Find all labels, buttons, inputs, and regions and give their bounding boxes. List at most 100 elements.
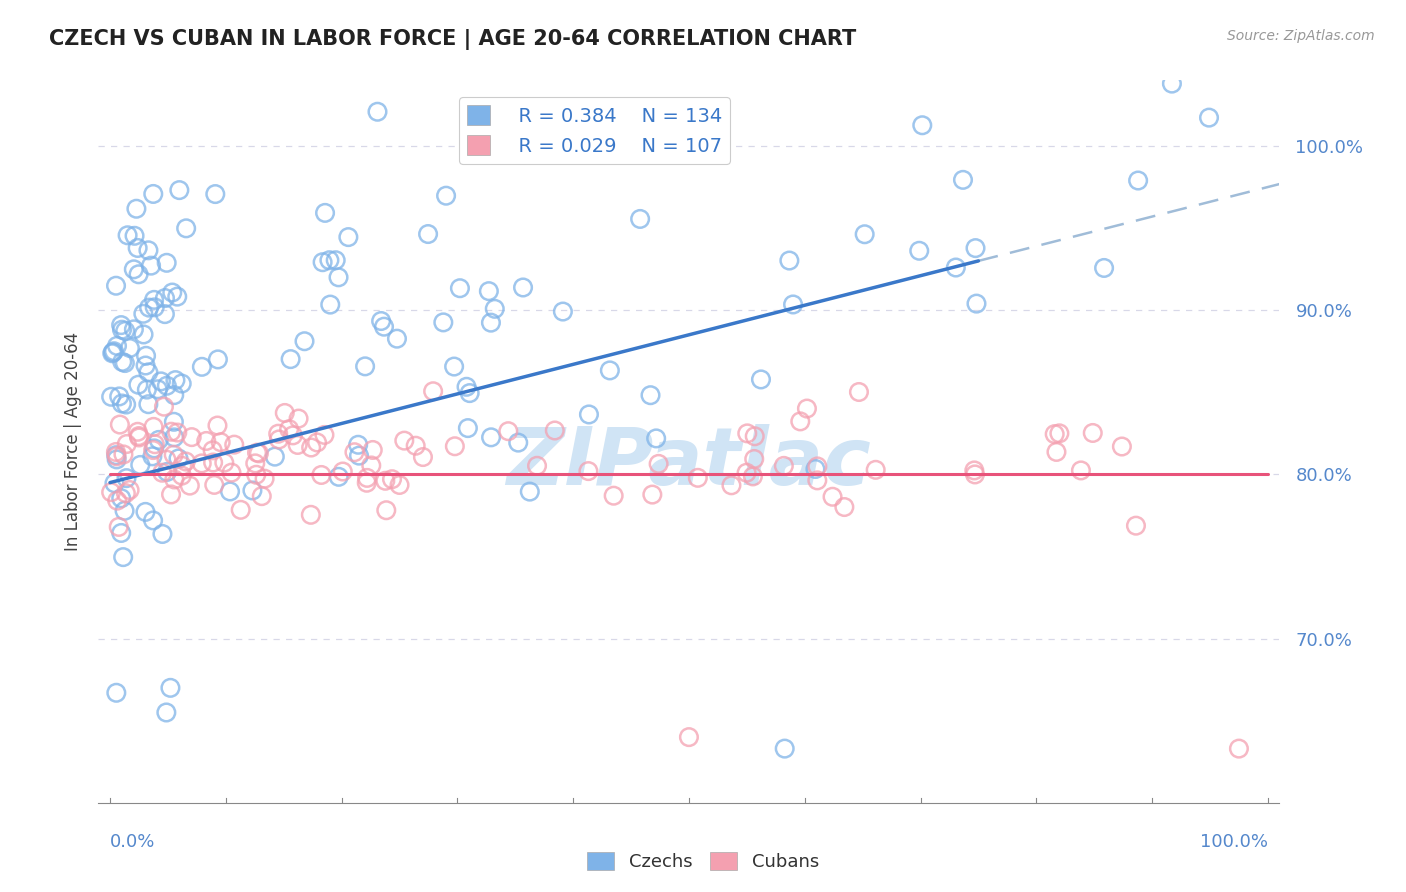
Point [360, 458, 382, 473]
Point [319, 297, 342, 311]
Point [678, 730, 700, 744]
Point [163, 473, 186, 487]
Point [647, 457, 669, 471]
Point [299, 441, 322, 455]
Point [162, 285, 184, 300]
Point [127, 377, 149, 392]
Point [166, 425, 188, 440]
Point [105, 278, 128, 293]
Point [457, 421, 479, 435]
Point [169, 183, 191, 197]
Point [773, 458, 796, 473]
Point [122, 322, 145, 336]
Point [1045, 445, 1067, 459]
Point [143, 437, 166, 451]
Point [153, 291, 176, 305]
Point [821, 490, 844, 504]
Point [544, 424, 567, 438]
Point [114, 504, 136, 518]
Point [512, 280, 534, 294]
Point [104, 445, 127, 459]
Point [100, 390, 122, 404]
Point [159, 681, 181, 695]
Text: CZECH VS CUBAN IN LABOR FORCE | AGE 20-64 CORRELATION CHART: CZECH VS CUBAN IN LABOR FORCE | AGE 20-6… [49, 29, 856, 50]
Point [361, 442, 384, 457]
Point [112, 550, 135, 565]
Point [132, 307, 155, 321]
Point [170, 468, 193, 483]
Point [167, 451, 190, 466]
Point [281, 428, 304, 442]
Point [174, 454, 197, 468]
Point [370, 314, 392, 328]
Point [142, 513, 165, 527]
Point [432, 315, 454, 329]
Point [110, 491, 132, 506]
Point [804, 462, 827, 476]
Point [221, 466, 243, 480]
Text: Source: ZipAtlas.com: Source: ZipAtlas.com [1227, 29, 1375, 43]
Point [163, 388, 186, 402]
Point [100, 485, 122, 500]
Point [796, 401, 818, 416]
Point [328, 470, 350, 484]
Point [385, 332, 408, 346]
Point [742, 452, 765, 467]
Point [115, 486, 138, 500]
Point [105, 493, 128, 508]
Point [444, 439, 467, 453]
Point [422, 384, 444, 399]
Point [744, 429, 766, 443]
Point [853, 227, 876, 242]
Point [105, 448, 128, 462]
Point [118, 483, 141, 497]
Point [163, 448, 186, 462]
Point [449, 281, 471, 295]
Point [963, 463, 986, 477]
Point [963, 467, 986, 482]
Point [1227, 741, 1250, 756]
Point [105, 686, 128, 700]
Point [134, 505, 156, 519]
Point [908, 244, 931, 258]
Point [311, 255, 333, 269]
Point [117, 228, 139, 243]
Point [207, 418, 229, 433]
Point [115, 437, 138, 451]
Point [170, 376, 193, 391]
Point [325, 253, 347, 268]
Point [142, 420, 165, 434]
Point [108, 417, 131, 432]
Point [373, 319, 395, 334]
Point [314, 428, 336, 442]
Point [242, 483, 264, 498]
Point [434, 188, 457, 202]
Point [806, 459, 828, 474]
Point [115, 471, 138, 485]
Point [108, 389, 131, 403]
Point [735, 466, 758, 480]
Point [195, 434, 218, 448]
Point [101, 346, 124, 360]
Text: 100.0%: 100.0% [1199, 833, 1268, 851]
Point [484, 301, 506, 316]
Point [111, 355, 134, 369]
Point [219, 484, 242, 499]
Point [135, 359, 157, 373]
Point [191, 359, 214, 374]
Point [209, 435, 232, 450]
Point [911, 118, 934, 132]
Point [166, 290, 188, 304]
Point [245, 456, 267, 470]
Point [253, 472, 276, 486]
Point [101, 345, 124, 359]
Point [110, 525, 132, 540]
Point [551, 304, 574, 318]
Point [112, 447, 135, 461]
Point [118, 341, 141, 355]
Point [773, 741, 796, 756]
Point [314, 206, 336, 220]
Point [443, 359, 465, 374]
Point [479, 430, 502, 444]
Point [128, 430, 150, 444]
